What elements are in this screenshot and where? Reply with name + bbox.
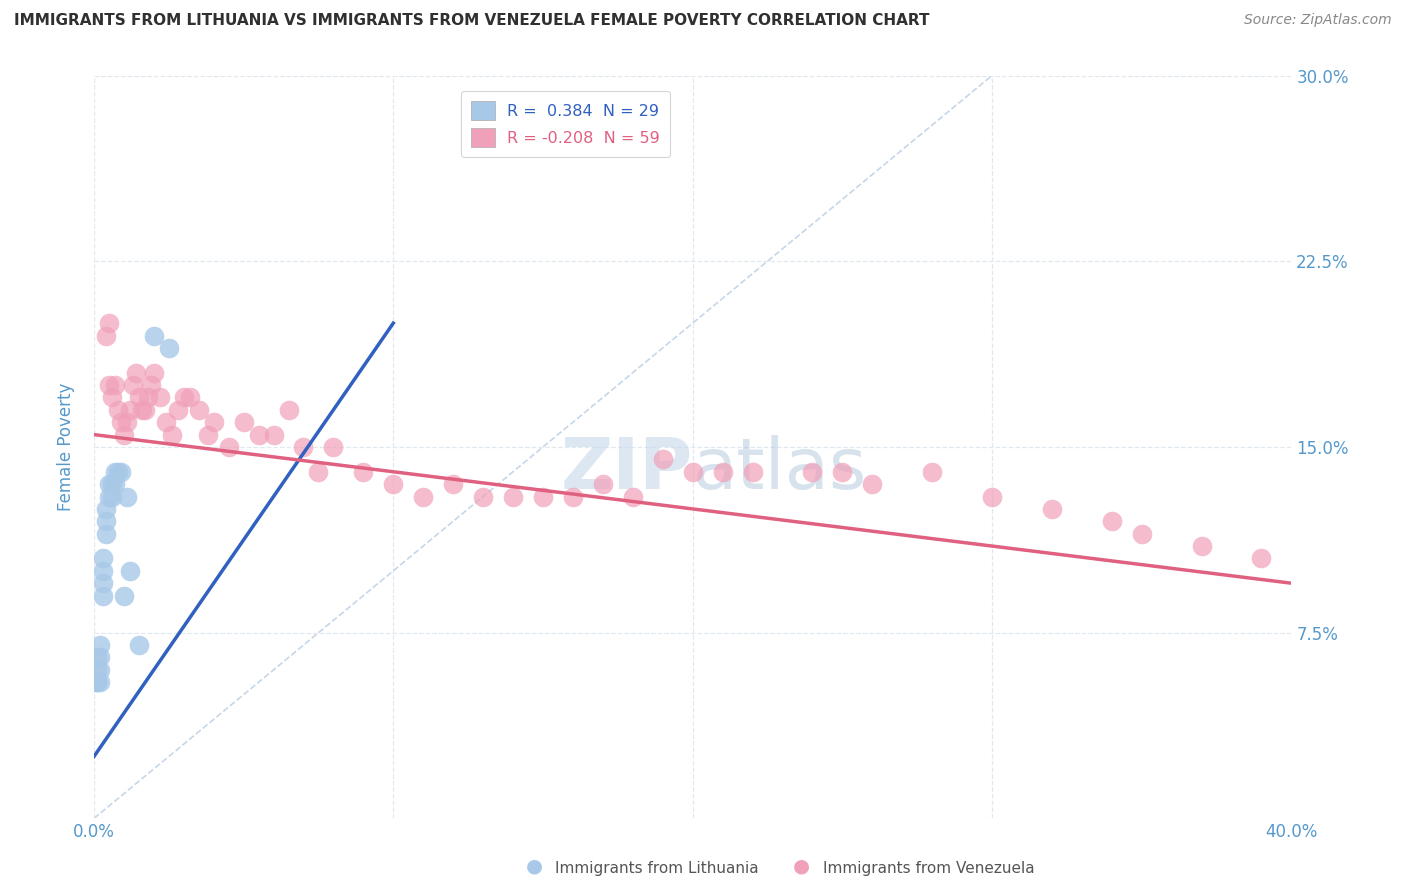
Point <box>107 465 129 479</box>
Point <box>94 526 117 541</box>
Point <box>86 663 108 677</box>
Legend: R =  0.384  N = 29, R = -0.208  N = 59: R = 0.384 N = 29, R = -0.208 N = 59 <box>461 91 669 157</box>
Point <box>91 551 114 566</box>
Text: Immigrants from Lithuania: Immigrants from Lithuania <box>555 861 759 876</box>
Point <box>247 427 270 442</box>
Point <box>118 402 141 417</box>
Point <box>91 576 114 591</box>
Text: atlas: atlas <box>693 434 868 504</box>
Point <box>94 328 117 343</box>
Point <box>441 477 464 491</box>
Point <box>112 427 135 442</box>
Point <box>115 490 138 504</box>
Point <box>97 378 120 392</box>
Point <box>128 638 150 652</box>
Point <box>110 465 132 479</box>
Point <box>166 402 188 417</box>
Text: ●: ● <box>793 857 810 876</box>
Point <box>682 465 704 479</box>
Point <box>89 675 111 690</box>
Point <box>202 415 225 429</box>
Point <box>101 391 124 405</box>
Point <box>104 477 127 491</box>
Point <box>502 490 524 504</box>
Point <box>149 391 172 405</box>
Text: ZIP: ZIP <box>561 434 693 504</box>
Point <box>110 415 132 429</box>
Point <box>412 490 434 504</box>
Point <box>711 465 734 479</box>
Point <box>1191 539 1213 553</box>
Point <box>292 440 315 454</box>
Point <box>472 490 495 504</box>
Point <box>89 650 111 665</box>
Point <box>121 378 143 392</box>
Point <box>1130 526 1153 541</box>
Point <box>86 675 108 690</box>
Point <box>115 415 138 429</box>
Point <box>155 415 177 429</box>
Point <box>97 490 120 504</box>
Point <box>831 465 853 479</box>
Point <box>89 663 111 677</box>
Point <box>86 650 108 665</box>
Point <box>118 564 141 578</box>
Point <box>197 427 219 442</box>
Point <box>173 391 195 405</box>
Point <box>104 465 127 479</box>
Point <box>187 402 209 417</box>
Point <box>621 490 644 504</box>
Point <box>142 328 165 343</box>
Point <box>1250 551 1272 566</box>
Point <box>277 402 299 417</box>
Point <box>101 490 124 504</box>
Point <box>307 465 329 479</box>
Point <box>131 402 153 417</box>
Point <box>1101 514 1123 528</box>
Text: Immigrants from Venezuela: Immigrants from Venezuela <box>823 861 1035 876</box>
Point <box>1040 502 1063 516</box>
Point <box>263 427 285 442</box>
Point <box>104 378 127 392</box>
Point <box>157 341 180 355</box>
Point <box>531 490 554 504</box>
Point <box>142 366 165 380</box>
Point <box>139 378 162 392</box>
Point <box>125 366 148 380</box>
Point <box>921 465 943 479</box>
Point <box>218 440 240 454</box>
Point <box>101 477 124 491</box>
Point <box>107 402 129 417</box>
Point <box>94 502 117 516</box>
Text: IMMIGRANTS FROM LITHUANIA VS IMMIGRANTS FROM VENEZUELA FEMALE POVERTY CORRELATIO: IMMIGRANTS FROM LITHUANIA VS IMMIGRANTS … <box>14 13 929 29</box>
Point <box>136 391 159 405</box>
Point <box>134 402 156 417</box>
Point <box>860 477 883 491</box>
Point <box>382 477 405 491</box>
Point <box>352 465 374 479</box>
Point <box>97 316 120 330</box>
Point <box>561 490 583 504</box>
Point <box>86 675 108 690</box>
Point <box>322 440 344 454</box>
Point <box>91 564 114 578</box>
Point <box>741 465 763 479</box>
Point <box>97 477 120 491</box>
Text: Source: ZipAtlas.com: Source: ZipAtlas.com <box>1244 13 1392 28</box>
Point <box>128 391 150 405</box>
Point <box>179 391 201 405</box>
Text: ●: ● <box>526 857 543 876</box>
Point <box>112 589 135 603</box>
Point <box>592 477 614 491</box>
Y-axis label: Female Poverty: Female Poverty <box>58 383 75 511</box>
Point <box>94 514 117 528</box>
Point <box>651 452 673 467</box>
Point <box>91 589 114 603</box>
Point <box>981 490 1004 504</box>
Point <box>801 465 824 479</box>
Point <box>89 638 111 652</box>
Point <box>160 427 183 442</box>
Point <box>232 415 254 429</box>
